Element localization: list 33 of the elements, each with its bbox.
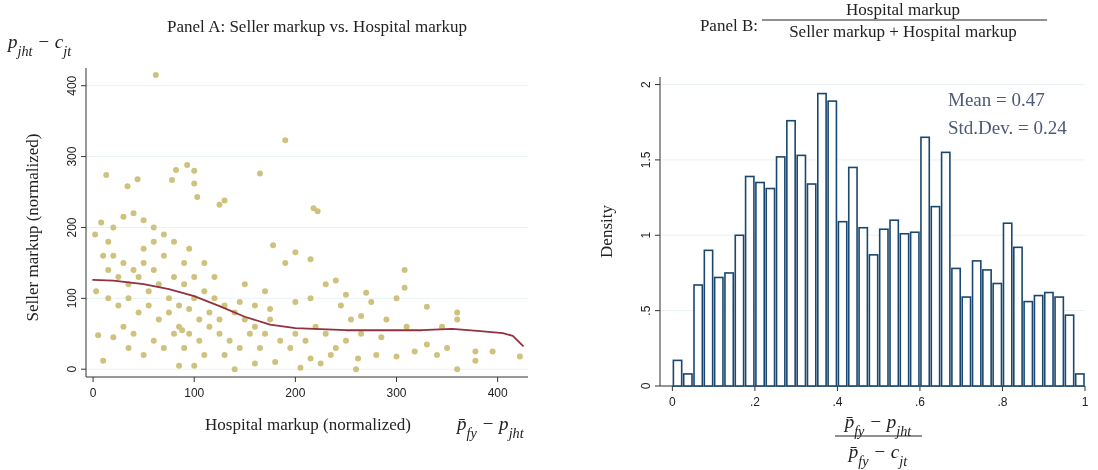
y-axis-title: Seller markup (normalized) [23,133,42,322]
y-axis-title: Density [597,204,616,258]
x-tick-label: 100 [184,386,205,400]
chart-title: Panel B: [699,16,758,35]
x-tick-label: 1 [1081,395,1089,409]
text: Seller markup + Hospital markup [789,22,1017,41]
text: Hospital markup [846,0,960,19]
x-tick-label: .4 [832,395,843,409]
y-tick-label: 200 [65,217,79,238]
y-tick-label: 2 [639,80,653,88]
x-tick-label: 300 [386,386,407,400]
annotation: Std.Dev. = 0.24 [948,117,1068,138]
annotation: Mean = 0.47 [948,89,1045,110]
x-tick-label: 200 [285,386,306,400]
x-axis-title: p̄$_{fy}$ − p$_{jht}$ [842,411,913,439]
y-tick-label: .5 [639,305,653,316]
y-tick-label: 1.5 [639,151,653,169]
x-tick-label: 400 [487,386,508,400]
y-tick-label: 400 [65,75,79,96]
text: p̄$_{fy}$ − c$_{jt}$ [846,441,909,469]
x-tick-label: .8 [997,395,1008,409]
y-tick-label: 1 [639,231,653,239]
x-tick-label: 0 [89,386,97,400]
text: p̄$_{fy}$ − p$_{jht}$ [455,413,525,441]
text: p$_{jht}$ − c$_{jt}$ [6,31,73,59]
y-tick-label: 300 [65,146,79,167]
chart-title: Panel A: Seller markup vs. Hospital markup [167,17,467,36]
x-tick-label: 0 [669,395,677,409]
y-tick-label: 100 [65,288,79,309]
x-axis-title: Hospital markup (normalized) [205,415,411,434]
x-tick-label: .2 [749,395,761,409]
x-tick-label: .6 [914,395,926,409]
y-tick-label: 0 [65,365,79,373]
